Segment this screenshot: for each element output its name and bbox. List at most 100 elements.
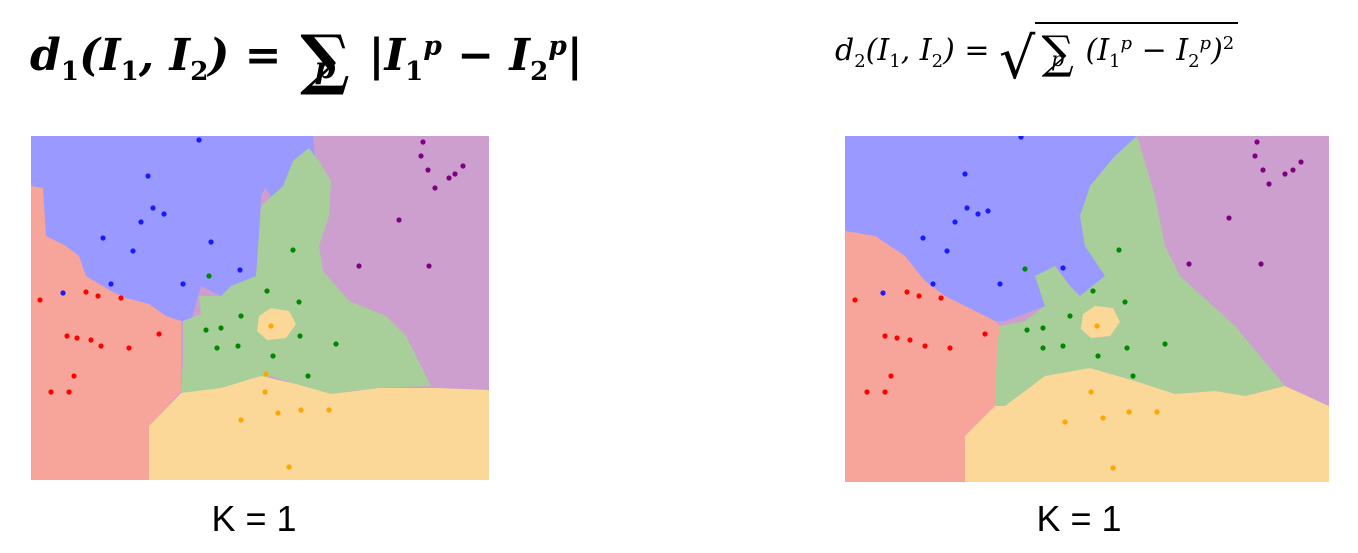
training-point-green bbox=[296, 299, 302, 305]
training-point-orange bbox=[298, 407, 304, 413]
training-point-blue bbox=[964, 205, 970, 211]
training-point-green bbox=[1122, 299, 1128, 305]
training-point-green bbox=[214, 345, 220, 351]
training-point-purple bbox=[446, 175, 452, 181]
region-orange-island bbox=[257, 308, 296, 340]
training-point-green bbox=[305, 373, 311, 379]
training-point-blue bbox=[944, 248, 950, 254]
training-point-blue bbox=[130, 248, 136, 254]
training-point-purple bbox=[1290, 167, 1296, 173]
training-point-green bbox=[333, 341, 339, 347]
region-blue-top bbox=[31, 136, 313, 321]
training-point-green bbox=[206, 273, 212, 279]
l2-distance-formula: d2(I1, I2) = √ ∑ p (I1p − I2p)2 bbox=[835, 22, 1239, 93]
training-point-green bbox=[1090, 288, 1096, 294]
training-point-purple bbox=[460, 163, 466, 169]
k-value-label-right: K = 1 bbox=[1036, 498, 1122, 539]
training-point-red bbox=[48, 389, 54, 395]
sqrt-symbol: √ bbox=[999, 26, 1036, 93]
training-point-green bbox=[1095, 353, 1101, 359]
training-point-red bbox=[66, 389, 72, 395]
training-point-red bbox=[95, 293, 101, 299]
training-point-blue bbox=[100, 235, 106, 241]
region-orange bbox=[149, 376, 489, 480]
training-point-red bbox=[37, 297, 43, 303]
training-point-red bbox=[907, 337, 913, 343]
training-point-purple bbox=[1186, 261, 1192, 267]
training-point-green bbox=[1067, 313, 1073, 319]
training-point-purple bbox=[396, 217, 402, 223]
training-point-green bbox=[1162, 341, 1168, 347]
training-point-green bbox=[270, 353, 276, 359]
training-point-blue bbox=[975, 211, 981, 217]
training-point-red bbox=[882, 389, 888, 395]
training-point-green bbox=[1124, 345, 1130, 351]
training-point-red bbox=[126, 345, 132, 351]
training-point-green bbox=[1024, 327, 1030, 333]
training-point-blue bbox=[180, 281, 186, 287]
training-point-red bbox=[98, 343, 104, 349]
training-point-green bbox=[218, 325, 224, 331]
training-point-green bbox=[203, 327, 209, 333]
training-point-blue bbox=[237, 267, 243, 273]
k-value-label-left: K = 1 bbox=[211, 498, 297, 539]
training-point-red bbox=[947, 345, 953, 351]
training-point-red bbox=[71, 373, 77, 379]
training-point-blue bbox=[208, 239, 214, 245]
training-point-red bbox=[852, 297, 858, 303]
training-point-red bbox=[922, 343, 928, 349]
training-point-blue bbox=[138, 219, 144, 225]
region-red bbox=[31, 186, 181, 480]
training-point-red bbox=[882, 333, 888, 339]
training-point-blue bbox=[1018, 136, 1024, 140]
training-point-purple bbox=[356, 263, 362, 269]
training-point-purple bbox=[1298, 159, 1304, 165]
training-point-green bbox=[297, 333, 303, 339]
training-point-purple bbox=[1282, 171, 1288, 177]
training-point-red bbox=[904, 289, 910, 295]
training-point-blue bbox=[161, 211, 167, 217]
training-point-red bbox=[938, 295, 944, 301]
summation-symbol: ∑ p bbox=[300, 20, 350, 98]
training-point-green bbox=[1130, 373, 1136, 379]
training-point-blue bbox=[108, 281, 114, 287]
training-point-purple bbox=[425, 167, 431, 173]
training-point-blue bbox=[145, 173, 151, 179]
training-point-purple bbox=[1266, 181, 1272, 187]
training-point-orange bbox=[1088, 389, 1094, 395]
training-point-purple bbox=[1260, 167, 1266, 173]
region-orange-island bbox=[1081, 306, 1120, 338]
training-point-blue bbox=[920, 235, 926, 241]
l1-distance-formula: d1(I1, I2) = ∑ p |I1p − I2p| bbox=[30, 20, 583, 98]
training-point-red bbox=[888, 373, 894, 379]
training-point-orange bbox=[1154, 409, 1160, 415]
training-point-purple bbox=[452, 171, 458, 177]
training-point-orange bbox=[1062, 419, 1068, 425]
training-point-blue bbox=[60, 290, 66, 296]
training-point-blue bbox=[952, 219, 958, 225]
training-point-red bbox=[88, 337, 94, 343]
training-point-red bbox=[156, 331, 162, 337]
training-point-green bbox=[1040, 345, 1046, 351]
training-point-purple bbox=[1252, 153, 1258, 159]
training-point-purple bbox=[418, 153, 424, 159]
training-point-orange bbox=[1126, 409, 1132, 415]
training-point-green bbox=[1022, 266, 1028, 272]
training-point-blue bbox=[997, 281, 1003, 287]
training-point-orange bbox=[263, 371, 269, 377]
knn-l1-decision-map bbox=[31, 136, 489, 480]
training-point-red bbox=[894, 335, 900, 341]
training-point-green bbox=[238, 313, 244, 319]
training-point-blue bbox=[150, 205, 156, 211]
training-point-red bbox=[83, 289, 89, 295]
training-point-green bbox=[235, 343, 241, 349]
training-point-orange bbox=[275, 410, 281, 416]
training-point-orange bbox=[238, 417, 244, 423]
training-point-red bbox=[864, 389, 870, 395]
region-blue bbox=[845, 136, 1137, 321]
training-point-purple bbox=[1254, 139, 1260, 145]
training-point-red bbox=[118, 295, 124, 301]
training-point-purple bbox=[432, 185, 438, 191]
training-point-purple bbox=[426, 263, 432, 269]
training-point-blue bbox=[880, 290, 886, 296]
